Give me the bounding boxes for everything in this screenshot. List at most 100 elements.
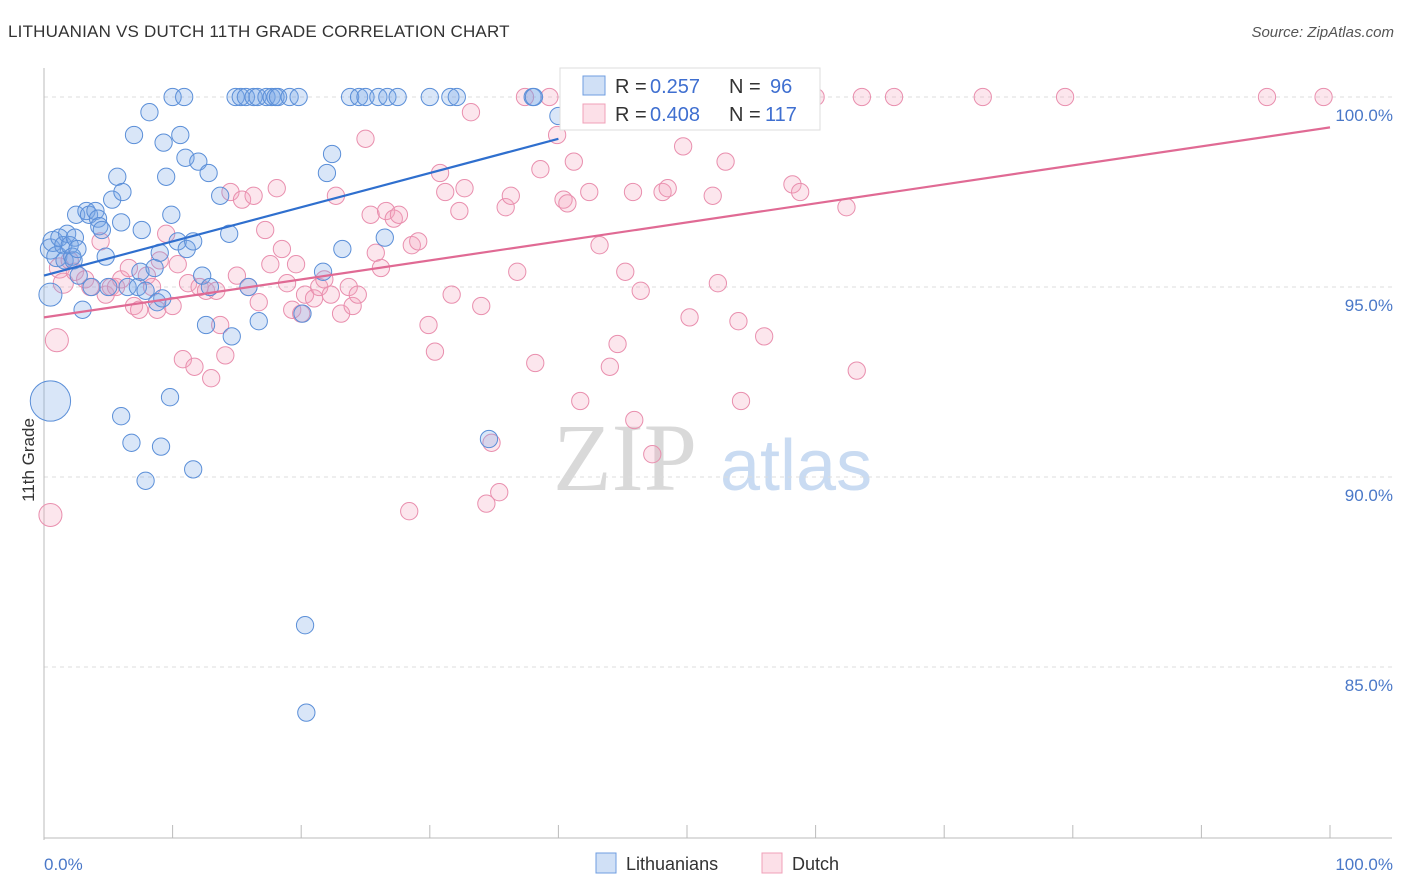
lithuanian-point (136, 471, 155, 490)
dutch-point (232, 190, 252, 209)
dutch-point (558, 194, 577, 213)
dutch-point (1257, 87, 1277, 107)
dutch-point (356, 129, 375, 148)
dutch-point (168, 255, 187, 274)
lithuanian-point (262, 87, 281, 107)
lithuanian-point (132, 220, 151, 240)
lithuanian-point (289, 87, 308, 107)
dutch-point (185, 357, 204, 376)
bottom-legend: Lithuanians Dutch (595, 852, 839, 874)
bottom-legend-label-lithuanians: Lithuanians (626, 854, 718, 874)
lithuanian-point (140, 103, 159, 122)
y-axis-label: 11th Grade (19, 418, 38, 502)
lithuanian-point (295, 616, 315, 635)
dutch-point (783, 175, 802, 194)
dutch-point (343, 296, 362, 316)
lithuanian-series (29, 87, 568, 722)
lithuanian-point (112, 213, 131, 232)
lithuanian-point (293, 304, 312, 323)
dutch-point (211, 315, 230, 335)
legend-n-label: N = (729, 104, 761, 126)
dutch-point (496, 198, 515, 217)
y-tick-label: 85.0% (1345, 676, 1393, 695)
lithuanian-point (92, 220, 112, 240)
lithuanian-point (112, 407, 131, 426)
legend-swatch-lithuanians (582, 75, 606, 96)
dutch-point (442, 285, 461, 304)
legend-r-label: R = (615, 76, 647, 98)
dutch-point (501, 186, 520, 205)
lithuanian-point (113, 182, 132, 202)
lithuanian-point (160, 388, 180, 407)
lithuanian-point (103, 190, 122, 209)
dutch-point (267, 179, 286, 198)
x-tick-label: 100.0% (1335, 855, 1393, 874)
dutch-point (852, 87, 872, 107)
dutch-point (674, 137, 693, 156)
y-tick-label: 90.0% (1345, 486, 1393, 505)
lithuanian-point (122, 433, 141, 452)
dutch-point (884, 87, 904, 107)
dutch-point (590, 236, 609, 255)
dutch-point (729, 312, 748, 331)
dutch-point (755, 327, 774, 346)
dutch-point (173, 350, 193, 369)
bottom-legend-label-dutch: Dutch (792, 854, 839, 874)
legend-n-value: 117 (765, 104, 797, 126)
dutch-point (1055, 87, 1075, 107)
dutch-point (791, 182, 810, 202)
dutch-point (837, 198, 856, 217)
legend-swatch-dutch (582, 103, 606, 124)
lithuanian-point (297, 703, 316, 722)
dutch-point (531, 160, 550, 179)
dutch-point (400, 502, 419, 521)
axes (43, 68, 1392, 840)
lithuanian-point (196, 315, 216, 335)
lithuanian-point (222, 327, 241, 346)
dutch-point (256, 220, 275, 240)
lithuanian-point (524, 87, 544, 107)
watermark-zip: ZIP (553, 404, 697, 511)
dutch-point (472, 296, 491, 316)
legend-r-value: 0.257 (650, 76, 700, 98)
dutch-point (600, 357, 619, 376)
legend-r-label: R = (615, 104, 647, 126)
legend-n-value: 96 (770, 76, 792, 98)
dutch-point (425, 342, 445, 361)
x-tick-label: 0.0% (44, 855, 83, 874)
lithuanian-point (171, 125, 190, 145)
lithuanian-point (333, 239, 352, 259)
lithuanian-point (226, 87, 245, 107)
dutch-point (973, 87, 992, 107)
dutch-point (658, 179, 677, 198)
lithuanian-point (184, 460, 203, 479)
dutch-point (202, 369, 221, 388)
lithuanian-point (189, 152, 208, 171)
lithuanian-point (420, 87, 439, 107)
dutch-point (348, 285, 367, 304)
lithuanian-point (118, 277, 137, 297)
dutch-point (490, 483, 509, 502)
lithuanian-point (447, 87, 466, 107)
lithuanian-point (479, 429, 499, 449)
dutch-point (461, 103, 481, 122)
dutch-point (361, 205, 380, 224)
lithuanian-point (388, 87, 407, 107)
dutch-point (261, 255, 280, 274)
dutch-point (331, 304, 351, 323)
lithuanian-point (154, 133, 173, 152)
lithuanian-point (322, 144, 342, 164)
dutch-point (249, 293, 268, 312)
dutch-point (580, 182, 599, 202)
dutch-point (409, 232, 428, 251)
dutch-point (477, 494, 496, 513)
lithuanian-point (131, 262, 150, 281)
dutch-point (44, 328, 69, 353)
lithuanian-point (151, 437, 171, 456)
dutch-point (571, 391, 590, 411)
dutch-point (680, 308, 699, 327)
dutch-point (716, 152, 735, 171)
dutch-point (623, 182, 643, 202)
lithuanian-point (220, 224, 239, 243)
tick-labels: 85.0% 90.0% 95.0% 100.0% 0.0% 100.0% (44, 106, 1393, 874)
